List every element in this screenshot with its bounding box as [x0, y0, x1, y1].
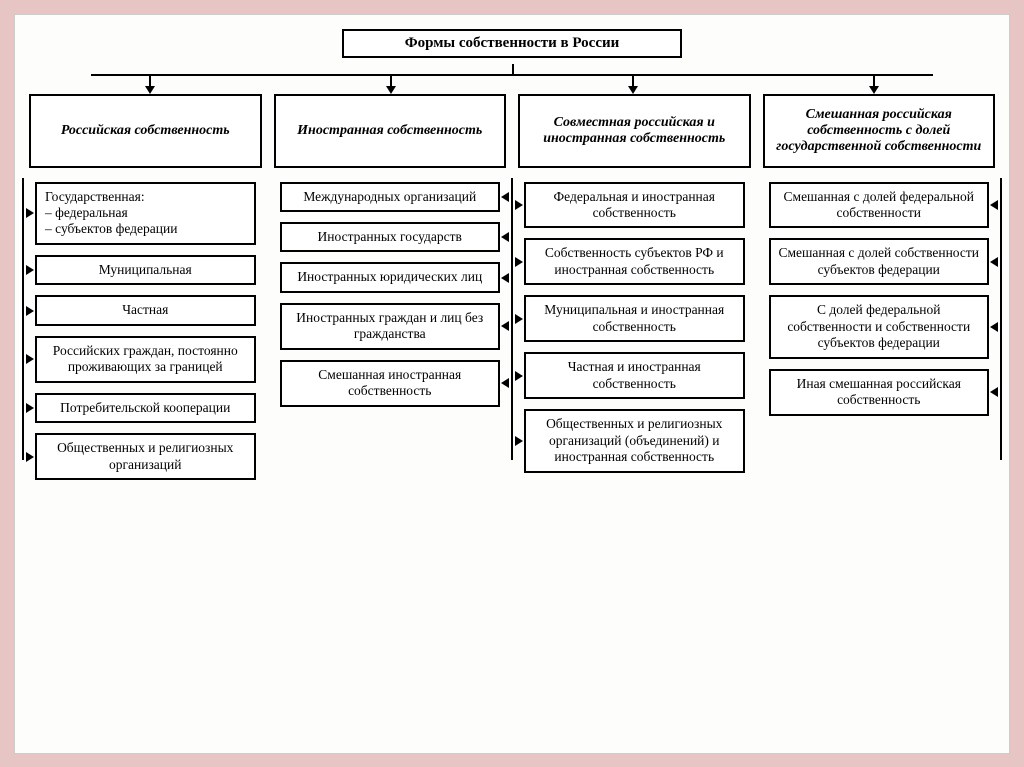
item-box: Частная и иностранная собственность [524, 352, 745, 399]
column-header: Российская собственность [29, 94, 262, 168]
arrow-right-icon [26, 208, 34, 218]
arrow-left-icon [501, 321, 509, 331]
arrow-right-icon [515, 314, 523, 324]
item-box: Смешанная с долей собственности субъекто… [769, 238, 990, 285]
arrow-right-icon [515, 371, 523, 381]
item-box: Общественных и религиозных организаций [35, 433, 256, 480]
item-box: Российских граждан, постоянно проживающи… [35, 336, 256, 383]
item-box: Иная смешанная российская собственность [769, 369, 990, 416]
column: Совместная российская и иностранная собс… [518, 94, 751, 485]
item-box: Смешанная иностранная собственность [280, 360, 501, 407]
arrow-left-icon [990, 257, 998, 267]
arrow-left-icon [501, 192, 509, 202]
column: Иностранная собственность Международных о… [274, 94, 507, 485]
arrow-right-icon [515, 436, 523, 446]
branch-connector [29, 64, 995, 90]
item-box: Потребительской кооперации [35, 393, 256, 423]
column: Российская собственность Государственная:… [29, 94, 262, 485]
item-box: Иностранных граждан и лиц без гражданств… [280, 303, 501, 350]
item-list: Государственная:– федеральная– субъектов… [29, 178, 262, 485]
arrow-right-icon [26, 354, 34, 364]
column-header: Совместная российская и иностранная собс… [518, 94, 751, 168]
item-box: Федеральная и иностранная собственность [524, 182, 745, 229]
item-box: Международных организаций [280, 182, 501, 212]
arrow-right-icon [26, 306, 34, 316]
items-wrap: Международных организаций Иностранных гос… [274, 178, 507, 485]
item-box: Муниципальная [35, 255, 256, 285]
arrow-left-icon [990, 322, 998, 332]
items-wrap: Федеральная и иностранная собственность С… [518, 178, 751, 485]
item-box: Муниципальная и иностранная собственност… [524, 295, 745, 342]
diagram-title: Формы собственности в России [342, 29, 682, 58]
item-box: Иностранных юридических лиц [280, 262, 501, 292]
arrow-left-icon [990, 200, 998, 210]
item-box: Общественных и религиозных организаций (… [524, 409, 745, 472]
arrow-left-icon [501, 378, 509, 388]
item-box: Государственная:– федеральная– субъектов… [35, 182, 256, 245]
item-box: Частная [35, 295, 256, 325]
arrow-left-icon [990, 387, 998, 397]
item-box: С долей федеральной собственности и собс… [769, 295, 990, 358]
column: Смешанная российская собственность с дол… [763, 94, 996, 485]
items-wrap: Государственная:– федеральная– субъектов… [29, 178, 262, 485]
arrow-left-icon [501, 273, 509, 283]
arrow-left-icon [501, 232, 509, 242]
items-wrap: Смешанная с долей федеральной собственно… [763, 178, 996, 485]
diagram-page: Формы собственности в России Российская … [14, 14, 1010, 754]
column-header: Иностранная собственность [274, 94, 507, 168]
arrow-right-icon [26, 265, 34, 275]
arrow-right-icon [515, 200, 523, 210]
column-header: Смешанная российская собственность с дол… [763, 94, 996, 168]
item-box: Собственность субъектов РФ и иностранная… [524, 238, 745, 285]
item-box: Смешанная с долей федеральной собственно… [769, 182, 990, 229]
arrow-right-icon [515, 257, 523, 267]
item-box: Иностранных государств [280, 222, 501, 252]
item-list: Смешанная с долей федеральной собственно… [763, 178, 996, 420]
item-list: Международных организаций Иностранных гос… [274, 178, 507, 411]
item-list: Федеральная и иностранная собственность С… [518, 178, 751, 477]
columns-container: Российская собственность Государственная:… [29, 94, 995, 485]
arrow-right-icon [26, 403, 34, 413]
arrow-right-icon [26, 452, 34, 462]
